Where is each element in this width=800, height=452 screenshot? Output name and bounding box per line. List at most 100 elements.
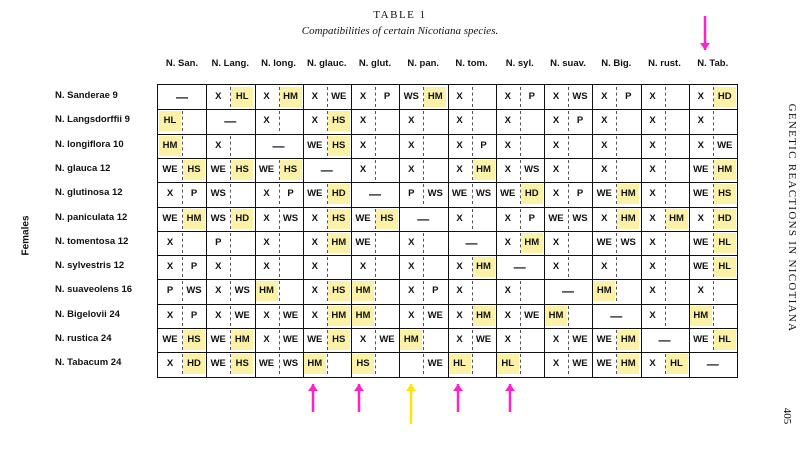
table-cell: X (448, 279, 496, 303)
table-cell: X HM (448, 158, 496, 182)
cell-left-value: HL (448, 354, 471, 375)
row-label: N. sylvestris 12 (55, 260, 125, 272)
cell-divider (712, 184, 714, 205)
cell-divider (616, 257, 618, 278)
cell-left-value: X (552, 115, 560, 127)
cell-left-value: X (311, 115, 318, 127)
diagonal-dash: — (224, 114, 237, 129)
table-cell: WE HS (303, 328, 351, 352)
diagonal-dash: — (562, 284, 574, 299)
cell-left-value: X (311, 91, 318, 102)
cell-left-value: X (649, 212, 656, 224)
table-cell: X WE (399, 304, 447, 328)
cell-left-value: X (408, 115, 415, 127)
cell-right-value (666, 136, 688, 156)
table-cell: X HS (303, 279, 351, 303)
cell-divider (616, 232, 618, 253)
cell-right-value (280, 281, 302, 301)
cell-divider (423, 87, 425, 107)
row-label: N. Langsdorffii 9 (55, 114, 130, 126)
cell-right-value: HS (713, 184, 736, 205)
table-cell: X HD (689, 207, 737, 231)
cell-left-value: WE (693, 188, 709, 200)
cell-divider (423, 184, 425, 205)
table-cell: X (641, 304, 689, 328)
cell-right-value: HS (327, 111, 350, 132)
up-arrow-yellow (406, 384, 416, 424)
cell-right-value (231, 136, 253, 156)
table-cell: P (206, 231, 254, 255)
cell-divider (519, 281, 521, 302)
cell-left-value: X (359, 91, 367, 102)
cell-right-value (569, 136, 591, 156)
table-cell: WE WS (544, 207, 592, 231)
table-cell: X (592, 158, 640, 182)
cell-left-value: WE (210, 334, 226, 345)
cell-divider (230, 330, 232, 350)
cell-divider (616, 135, 618, 156)
cell-left-value: X (504, 334, 511, 345)
cell-divider (423, 330, 425, 350)
cell-right-value (521, 136, 543, 156)
cell-left-value: X (649, 358, 656, 370)
table-cell: HL (158, 109, 206, 133)
cell-left-value: X (215, 261, 222, 273)
cell-right-value (569, 257, 591, 277)
cell-divider (568, 184, 569, 205)
cell-left-value: X (649, 115, 656, 127)
cell-left-value: WE (596, 358, 612, 370)
cell-right-value: HM (472, 305, 495, 326)
cell-divider (471, 354, 473, 375)
table-cell: X HM (448, 304, 496, 328)
cell-divider (375, 305, 376, 326)
table-cell: — (206, 109, 254, 133)
cell-divider (326, 87, 328, 107)
cell-left-value: X (215, 91, 222, 102)
table-cell: X (641, 158, 689, 182)
cell-left-value: WE (162, 163, 178, 175)
cell-right-value (280, 111, 302, 131)
row-label: N. paniculata 12 (55, 211, 128, 223)
cell-divider (278, 184, 280, 205)
cell-left-value: WE (355, 212, 371, 224)
cell-right-value: P (576, 115, 584, 127)
table-cell: X (641, 182, 689, 206)
table-cell: X HL (206, 85, 254, 109)
cell-divider (712, 232, 714, 253)
table-cell: X HD (158, 352, 206, 376)
cell-left-value: HM (159, 135, 181, 156)
column-header: N. Big. (601, 58, 632, 69)
cell-right-value (666, 184, 688, 204)
cell-right-value: P (190, 309, 198, 321)
cell-right-value: HD (183, 354, 205, 375)
cell-right-value: HL (713, 330, 736, 350)
table-cell: X HM (448, 255, 496, 279)
row-line (158, 279, 737, 281)
cell-right-value (569, 306, 591, 326)
cell-divider (616, 208, 618, 229)
cell-right-value (569, 233, 591, 253)
table-cell: WE (399, 352, 447, 376)
cell-divider (471, 208, 473, 229)
cell-left-value: HL (496, 354, 519, 375)
row-line (158, 255, 737, 257)
cell-right-value: HS (327, 135, 350, 156)
cell-right-value: P (383, 91, 391, 102)
cell-right-value: WE (427, 358, 443, 370)
cell-divider (375, 135, 376, 156)
row-line (158, 182, 737, 184)
row-label: N. longiflora 10 (55, 138, 124, 150)
table-cell: X HS (303, 207, 351, 231)
cell-left-value: X (552, 188, 560, 200)
cell-left-value: X (166, 236, 174, 248)
cell-left-value: P (408, 188, 415, 200)
table-cell: X (206, 255, 254, 279)
cell-divider (230, 87, 232, 107)
cell-divider (471, 184, 473, 205)
table-cell: X WS (255, 207, 303, 231)
table-cell: HM (351, 279, 399, 303)
table-cell: WE WS (448, 182, 496, 206)
